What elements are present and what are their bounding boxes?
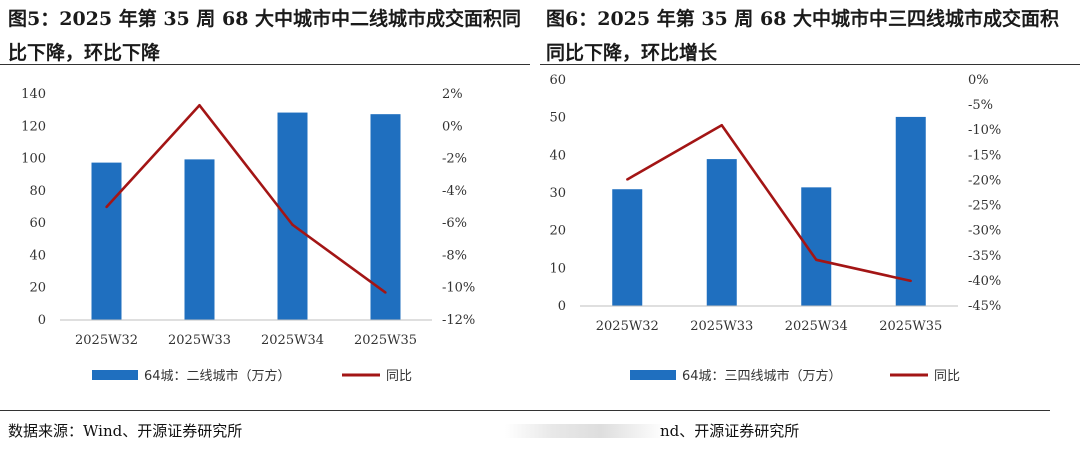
legend-line-label: 同比 bbox=[386, 369, 412, 384]
y-tick-label: 10 bbox=[549, 261, 566, 276]
y2-tick-label: -25% bbox=[968, 199, 1001, 214]
y-tick-label: 60 bbox=[549, 73, 566, 88]
y2-tick-label: -20% bbox=[968, 173, 1001, 188]
legend-bar-swatch bbox=[630, 370, 676, 380]
source-note-left: 数据来源：Wind、开源证券研究所 bbox=[8, 422, 243, 440]
bar-2025W33 bbox=[706, 159, 737, 306]
legend-bar-swatch bbox=[92, 370, 138, 380]
bar-2025W34 bbox=[277, 112, 308, 320]
header-rule-left bbox=[0, 64, 530, 65]
x-tick-label: 2025W32 bbox=[596, 319, 659, 334]
y-tick-label: 0 bbox=[38, 313, 46, 328]
y2-tick-label: -45% bbox=[968, 299, 1001, 314]
line-point bbox=[291, 223, 294, 226]
bar-2025W32 bbox=[91, 162, 122, 320]
x-tick-label: 2025W35 bbox=[879, 319, 942, 334]
y-tick-label: 0 bbox=[558, 299, 566, 314]
line-point bbox=[198, 104, 201, 107]
y2-tick-label: -12% bbox=[442, 313, 475, 328]
source-note-right: nd、开源证券研究所 bbox=[660, 422, 800, 440]
line-point bbox=[384, 291, 387, 294]
chart-figure-6: 0 10 20 30 40 50 60 0% -5% -10% -15% -20% -25% -30% -3… bbox=[549, 73, 1001, 384]
header-rule-right bbox=[540, 64, 1080, 65]
y2-tick-label: -5% bbox=[968, 98, 993, 113]
y-tick-label: 50 bbox=[549, 111, 566, 126]
legend-bar-label: 64城：二线城市（万方） bbox=[144, 368, 291, 384]
y-tick-label: 40 bbox=[29, 248, 46, 263]
y-tick-label: 100 bbox=[21, 152, 46, 167]
y-tick-label: 20 bbox=[29, 281, 46, 296]
legend-bar-label: 64城：三四线城市（万方） bbox=[682, 368, 842, 384]
x-tick-label: 2025W34 bbox=[261, 333, 324, 348]
y-tick-label: 20 bbox=[549, 224, 566, 239]
bar-2025W33 bbox=[184, 159, 215, 320]
y2-tick-label: -10% bbox=[968, 123, 1001, 138]
y-tick-label: 80 bbox=[29, 184, 46, 199]
x-tick-label: 2025W33 bbox=[690, 319, 753, 334]
y2-tick-label: -6% bbox=[442, 216, 467, 231]
image-overlap-smear bbox=[505, 424, 665, 438]
y2-tick-label: -35% bbox=[968, 249, 1001, 264]
y2-tick-label: -30% bbox=[968, 224, 1001, 239]
figure-5-title: 图5：2025 年第 35 周 68 大中城市中二线城市成交面积同比下降，环比下… bbox=[8, 8, 522, 64]
y2-tick-label: -4% bbox=[442, 184, 467, 199]
y-tick-label: 140 bbox=[21, 87, 46, 102]
y-tick-label: 40 bbox=[549, 148, 566, 163]
legend-line-label: 同比 bbox=[934, 369, 960, 384]
y2-tick-label: -8% bbox=[442, 248, 467, 263]
line-point bbox=[105, 205, 108, 209]
y2-tick-label: -2% bbox=[442, 152, 467, 167]
y2-tick-label: 0% bbox=[442, 119, 463, 134]
line-point bbox=[815, 258, 818, 261]
y-tick-label: 120 bbox=[21, 119, 46, 134]
y2-tick-label: -10% bbox=[442, 281, 475, 296]
x-tick-label: 2025W35 bbox=[354, 333, 417, 348]
bar-2025W35 bbox=[370, 114, 401, 320]
y2-tick-label: 2% bbox=[442, 87, 463, 102]
y-tick-label: 30 bbox=[549, 186, 566, 201]
bar-2025W35 bbox=[895, 116, 926, 306]
line-point bbox=[720, 124, 723, 127]
y-tick-label: 60 bbox=[29, 216, 46, 231]
line-point bbox=[626, 178, 629, 181]
x-tick-label: 2025W32 bbox=[75, 333, 138, 348]
x-tick-label: 2025W34 bbox=[785, 319, 848, 334]
y2-tick-label: -15% bbox=[968, 148, 1001, 163]
line-series-yoy bbox=[626, 123, 912, 283]
line-series-yoy bbox=[105, 103, 387, 294]
figure-6-title: 图6：2025 年第 35 周 68 大中城市中三四线城市成交面积同比下降，环比… bbox=[546, 8, 1060, 64]
y2-tick-label: -40% bbox=[968, 274, 1001, 289]
chart-figure-5: 0 20 40 60 80 100 120 140 2% 0% -2% -4% -6% -8% -10% -1… bbox=[21, 87, 475, 384]
x-tick-label: 2025W33 bbox=[168, 333, 231, 348]
footer-rule bbox=[0, 410, 1050, 411]
bar-2025W32 bbox=[612, 189, 643, 306]
line-point bbox=[909, 279, 912, 283]
y2-tick-label: 0% bbox=[968, 73, 989, 88]
